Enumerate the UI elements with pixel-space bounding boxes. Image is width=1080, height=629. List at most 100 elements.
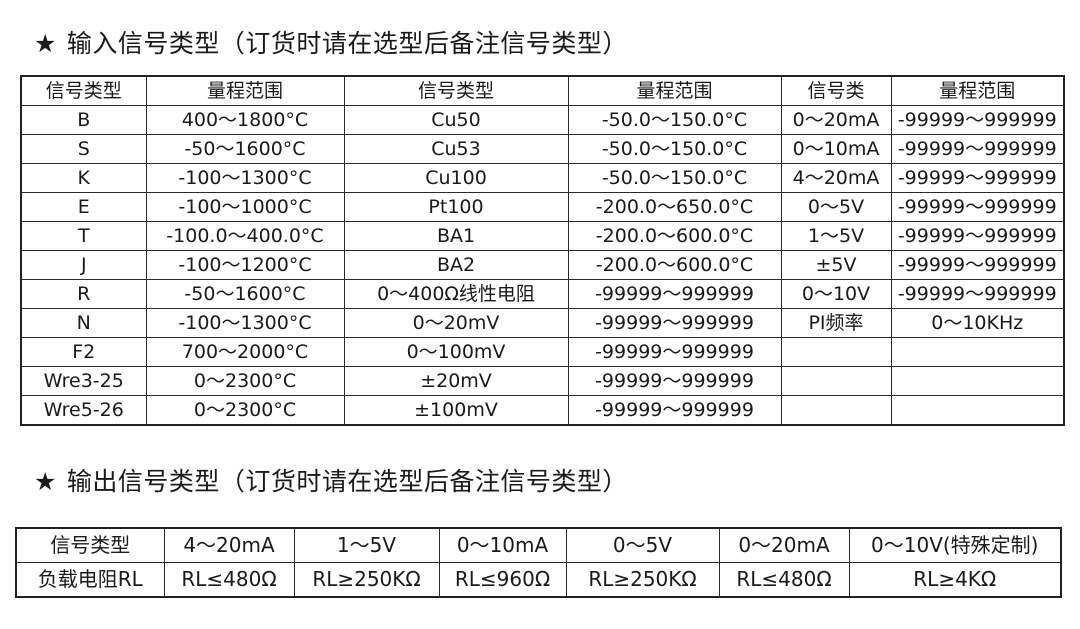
table-row: S -50～1600°C Cu53 -50.0～150.0°C 0～10mA -99999… (20, 134, 1065, 164)
table-row: F2 700～2000°C 0～100mV -99999～999999 (20, 337, 1065, 367)
row-signal: 信号类型 4～20mA 1～5V 0～10mA 0～5V 0～20mA 0～10V(特殊定制… (15, 527, 1062, 563)
table-cell: 0～20mV (343, 308, 569, 338)
table-cell: T (20, 221, 147, 251)
header-cell: 量程范围 (145, 75, 345, 106)
table-row: T -100.0～400.0°C BA1 -200.0～600.0°C 1～5V -999… (20, 221, 1065, 251)
table-cell: S (20, 134, 147, 164)
output-section-title: ★ 输出信号类型（订货时请在选型后备注信号类型） (34, 462, 628, 498)
table-cell: K (20, 163, 147, 193)
table-cell: 700～2000°C (145, 337, 345, 367)
table-cell: RL≥4KΩ (848, 562, 1062, 598)
table-cell: 0～10V(特殊定制) (848, 527, 1062, 563)
table-cell: J (20, 250, 147, 280)
table-cell: -100～1300°C (145, 308, 345, 338)
table-cell: -99999～999999 (890, 250, 1065, 280)
table-cell: 1～5V (780, 221, 892, 251)
table-cell: -99999～999999 (567, 337, 782, 367)
table-row: J -100～1200°C BA2 -200.0～600.0°C ±5V -99999～9… (20, 250, 1065, 280)
table-cell: -200.0～600.0°C (567, 221, 782, 251)
table-cell: Cu50 (343, 105, 569, 135)
table-cell: BA2 (343, 250, 569, 280)
table-cell: 4～20mA (780, 163, 892, 193)
table-row: N -100～1300°C 0～20mV -99999～999999 PI频率 0～10K… (20, 308, 1065, 338)
table-cell: -50～1600°C (145, 279, 345, 309)
table-cell: -99999～999999 (567, 395, 782, 426)
table-cell: Pt100 (343, 192, 569, 222)
table-cell: -99999～999999 (890, 279, 1065, 309)
table-cell: Cu53 (343, 134, 569, 164)
table-cell: 0～400Ω线性电阻 (343, 279, 569, 309)
table-cell: F2 (20, 337, 147, 367)
table-cell: -50.0～150.0°C (567, 134, 782, 164)
table-cell: Wre3-25 (20, 366, 147, 396)
table-cell: -100.0～400.0°C (145, 221, 345, 251)
table-cell: -100～1200°C (145, 250, 345, 280)
table-cell: 0～10V (780, 279, 892, 309)
table-cell (780, 395, 892, 426)
table-cell (780, 366, 892, 396)
table-cell: 0～10KHz (890, 308, 1065, 338)
table-cell (890, 337, 1065, 367)
table-cell: Wre5-26 (20, 395, 147, 426)
header-cell: 信号类 (780, 75, 892, 106)
table-cell: -99999～999999 (890, 192, 1065, 222)
table-cell: -50～1600°C (145, 134, 345, 164)
table-cell: ±20mV (343, 366, 569, 396)
header-cell: 信号类型 (343, 75, 569, 106)
table-cell: RL≥250KΩ (293, 562, 440, 598)
input-signal-table: 信号类型 量程范围 信号类型 量程范围 信号类 量程范围 B 400～1800°C Cu50 -5… (20, 75, 1065, 426)
table-cell: -99999～999999 (567, 308, 782, 338)
table-cell: -200.0～650.0°C (567, 192, 782, 222)
table-cell: -200.0～600.0°C (567, 250, 782, 280)
output-title-text: 输出信号类型（订货时请在选型后备注信号类型） (66, 467, 628, 496)
row-load: 负载电阻RL RL≤480Ω RL≥250KΩ RL≤960Ω RL≥250KΩ RL≤4… (15, 562, 1062, 598)
table-cell: -100～1000°C (145, 192, 345, 222)
table-cell: B (20, 105, 147, 135)
table-cell: RL≥250KΩ (565, 562, 720, 598)
table-cell (890, 366, 1065, 396)
table-cell: 400～1800°C (145, 105, 345, 135)
table-cell: 0～100mV (343, 337, 569, 367)
table-cell: E (20, 192, 147, 222)
table-cell: -50.0～150.0°C (567, 105, 782, 135)
table-cell: -99999～999999 (890, 221, 1065, 251)
header-cell: 量程范围 (890, 75, 1065, 106)
table-cell (890, 395, 1065, 426)
table-cell: 负载电阻RL (15, 562, 165, 598)
table-cell: -99999～999999 (890, 134, 1065, 164)
header-cell: 量程范围 (567, 75, 782, 106)
table-cell: N (20, 308, 147, 338)
table-cell: -99999～999999 (890, 105, 1065, 135)
table-cell: 0～20mA (718, 527, 850, 563)
input-title-text: 输入信号类型（订货时请在选型后备注信号类型） (66, 29, 628, 58)
table-cell: 信号类型 (15, 527, 165, 563)
table-cell: ±5V (780, 250, 892, 280)
table-cell: 4～20mA (163, 527, 295, 563)
table-cell: PI频率 (780, 308, 892, 338)
table-cell: -99999～999999 (567, 366, 782, 396)
output-signal-table: 信号类型 4～20mA 1～5V 0～10mA 0～5V 0～20mA 0～10V(特殊定制… (15, 527, 1062, 598)
table-cell: -99999～999999 (567, 279, 782, 309)
star-icon: ★ (34, 29, 57, 58)
table-cell: BA1 (343, 221, 569, 251)
table-cell (780, 337, 892, 367)
table-row: R -50～1600°C 0～400Ω线性电阻 -99999～999999 0～10V -… (20, 279, 1065, 309)
input-section-title: ★ 输入信号类型（订货时请在选型后备注信号类型） (34, 24, 628, 60)
table-cell: 0～10mA (438, 527, 567, 563)
table-cell: 0～20mA (780, 105, 892, 135)
table-cell: Cu100 (343, 163, 569, 193)
table-row: B 400～1800°C Cu50 -50.0～150.0°C 0～20mA -99999… (20, 105, 1065, 135)
table-cell: -99999～999999 (890, 163, 1065, 193)
table-cell: RL≤960Ω (438, 562, 567, 598)
table-cell: 0～10mA (780, 134, 892, 164)
table-cell: RL≤480Ω (163, 562, 295, 598)
table-cell: 1～5V (293, 527, 440, 563)
table-row: K -100～1300°C Cu100 -50.0～150.0°C 4～20mA -999… (20, 163, 1065, 193)
star-icon: ★ (34, 467, 57, 496)
table-cell: R (20, 279, 147, 309)
table-cell: 0～5V (780, 192, 892, 222)
table-row: Wre5-26 0～2300°C ±100mV -99999～999999 (20, 395, 1065, 426)
table-cell: 0～2300°C (145, 366, 345, 396)
table-cell: RL≤480Ω (718, 562, 850, 598)
table-cell: -50.0～150.0°C (567, 163, 782, 193)
